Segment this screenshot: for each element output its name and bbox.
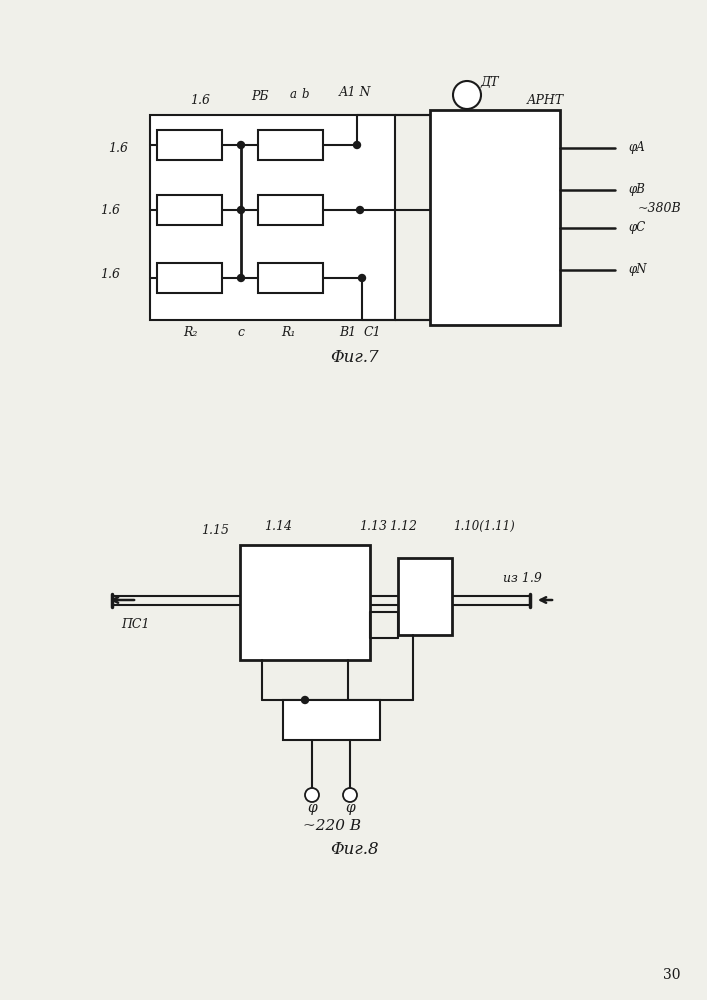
Text: φB: φB	[628, 184, 645, 196]
Bar	[157, 195, 222, 225]
Text: R₂: R₂	[183, 326, 197, 338]
Text: ПС1: ПС1	[121, 618, 149, 632]
Text: 1.6: 1.6	[108, 141, 128, 154]
Text: 1.15: 1.15	[201, 524, 229, 536]
Text: ДТ: ДТ	[481, 76, 499, 89]
Text: φA: φA	[628, 141, 645, 154]
Circle shape	[356, 207, 363, 214]
Bar	[240, 545, 370, 660]
Bar	[258, 130, 323, 160]
Text: Φиг.8: Φиг.8	[331, 842, 380, 858]
Circle shape	[343, 788, 357, 802]
Text: φN: φN	[628, 263, 646, 276]
Text: 1.6: 1.6	[190, 94, 210, 106]
Circle shape	[238, 274, 245, 282]
Text: А1 N: А1 N	[339, 86, 371, 99]
Text: ~380B: ~380B	[638, 202, 682, 215]
Circle shape	[301, 696, 308, 704]
Text: 1.13: 1.13	[359, 520, 387, 534]
Bar	[430, 110, 560, 325]
Circle shape	[305, 788, 319, 802]
Text: 1.12: 1.12	[389, 520, 417, 532]
Circle shape	[354, 141, 361, 148]
Circle shape	[238, 207, 245, 214]
Text: ~220 B: ~220 B	[303, 819, 361, 833]
Text: АРНТ: АРНТ	[527, 94, 563, 106]
Bar	[258, 195, 323, 225]
Circle shape	[453, 81, 481, 109]
Text: c: c	[238, 326, 245, 338]
Circle shape	[238, 141, 245, 148]
Text: Φиг.7: Φиг.7	[331, 350, 380, 366]
Text: РБ: РБ	[251, 91, 269, 104]
Bar	[283, 700, 380, 740]
Text: B1: B1	[339, 326, 356, 338]
Text: C1: C1	[363, 326, 381, 338]
Text: 1.6: 1.6	[100, 268, 120, 282]
Text: 1.14: 1.14	[264, 520, 292, 534]
Text: R₁: R₁	[281, 326, 296, 338]
Text: 30: 30	[663, 968, 681, 982]
Bar	[157, 130, 222, 160]
Text: a: a	[289, 89, 296, 102]
Text: 1.6: 1.6	[100, 204, 120, 217]
Text: φ: φ	[345, 801, 355, 815]
Bar	[398, 558, 452, 635]
Text: φ: φ	[307, 801, 317, 815]
Text: φC: φC	[628, 222, 645, 234]
Text: из 1.9: из 1.9	[503, 572, 542, 584]
Bar	[157, 263, 222, 293]
Text: b: b	[301, 89, 309, 102]
Circle shape	[358, 274, 366, 282]
Bar	[258, 263, 323, 293]
Text: 1.10(1.11): 1.10(1.11)	[453, 520, 515, 532]
Bar	[150, 115, 395, 320]
